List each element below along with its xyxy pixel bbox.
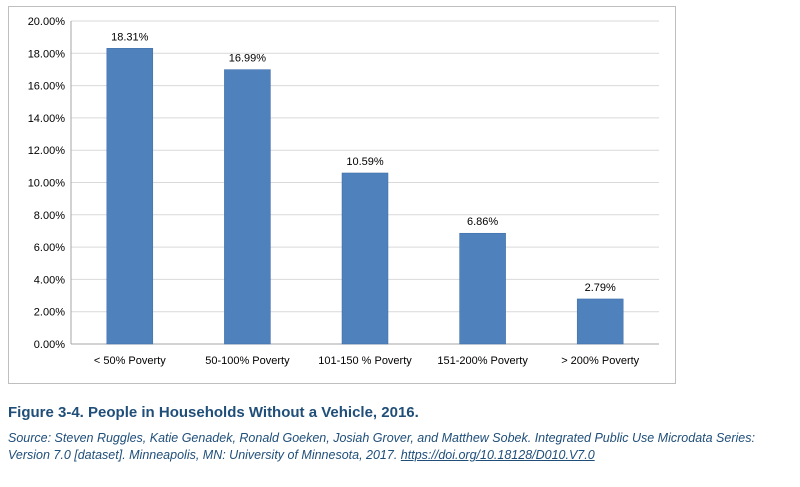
bar bbox=[106, 48, 154, 345]
source-doi-link[interactable]: https://doi.org/10.18128/D010.V7.0 bbox=[400, 448, 595, 462]
y-tick-label: 20.00% bbox=[28, 16, 66, 28]
bars bbox=[106, 48, 624, 345]
y-tick-label: 14.00% bbox=[28, 113, 66, 125]
bar-value-label: 16.99% bbox=[229, 53, 267, 65]
y-tick-label: 12.00% bbox=[28, 145, 66, 157]
bar bbox=[576, 298, 624, 345]
category-label: < 50% Poverty bbox=[94, 355, 166, 367]
data-labels: 18.31% 16.99% 10.59% 6.86% 2.79% bbox=[111, 31, 616, 294]
bar-value-label: 6.86% bbox=[467, 216, 498, 228]
category-label: 101-150 % Poverty bbox=[318, 355, 412, 367]
bar bbox=[341, 172, 389, 345]
y-tick-label: 0.00% bbox=[34, 339, 65, 351]
figure-caption: Figure 3-4. People in Households Without… bbox=[8, 404, 792, 464]
figure-title: Figure 3-4. People in Households Without… bbox=[8, 404, 419, 421]
bar-value-label: 18.31% bbox=[111, 31, 149, 43]
figure-source: Source: Steven Ruggles, Katie Genadek, R… bbox=[8, 430, 792, 464]
bar-chart: 0.00% 2.00% 4.00% 6.00% 8.00% 10.00% 12.00% 14.… bbox=[28, 16, 659, 367]
x-axis-category-labels: < 50% Poverty 50-100% Poverty 101-150 % Po… bbox=[94, 355, 640, 367]
bar-value-label: 10.59% bbox=[346, 156, 384, 168]
source-citation: Source: Steven Ruggles, Katie Genadek, R… bbox=[8, 431, 755, 462]
category-label: > 200% Poverty bbox=[561, 355, 639, 367]
y-tick-label: 10.00% bbox=[28, 178, 66, 190]
y-tick-label: 2.00% bbox=[34, 307, 65, 319]
category-label: 151-200% Poverty bbox=[437, 355, 528, 367]
y-tick-label: 8.00% bbox=[34, 210, 65, 222]
y-axis-tick-labels: 0.00% 2.00% 4.00% 6.00% 8.00% 10.00% 12.00% 14.… bbox=[28, 16, 66, 351]
category-label: 50-100% Poverty bbox=[205, 355, 290, 367]
bar bbox=[224, 69, 271, 345]
y-tick-label: 16.00% bbox=[28, 81, 66, 93]
y-tick-label: 6.00% bbox=[34, 242, 65, 254]
bar bbox=[459, 232, 506, 345]
bar-value-label: 2.79% bbox=[585, 282, 616, 294]
y-tick-label: 18.00% bbox=[28, 48, 66, 60]
chart-frame: 0.00% 2.00% 4.00% 6.00% 8.00% 10.00% 12.00% 14.… bbox=[8, 6, 676, 384]
y-tick-label: 4.00% bbox=[34, 274, 65, 286]
